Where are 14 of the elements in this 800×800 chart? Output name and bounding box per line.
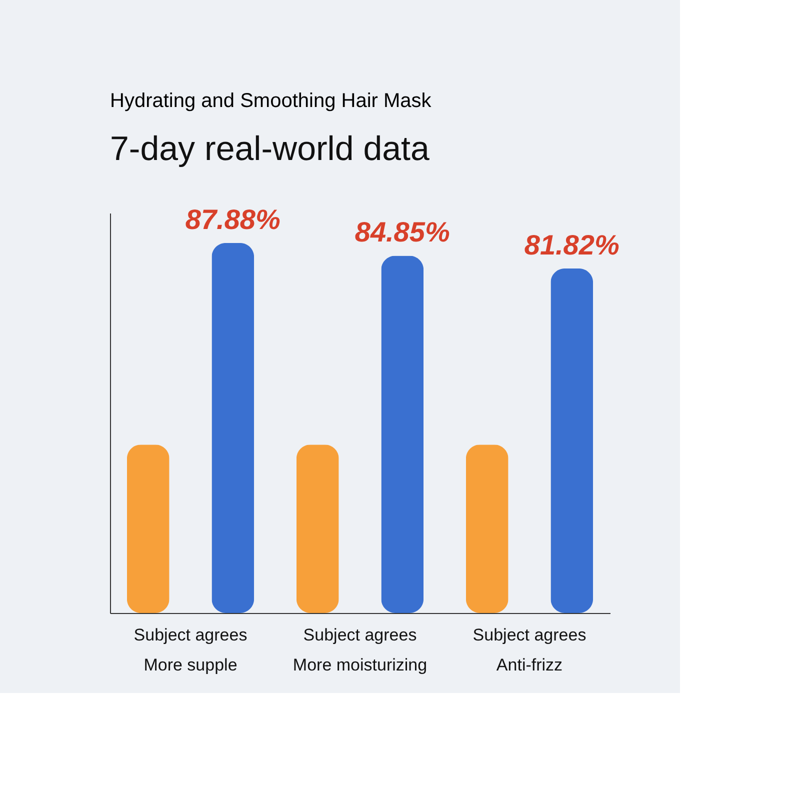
data-label: 81.82% <box>524 229 620 260</box>
bar <box>550 268 594 613</box>
chart-subtitle: 7-day real-world data <box>110 130 430 168</box>
bar <box>126 444 170 613</box>
data-label: 87.88% <box>185 204 280 235</box>
bar <box>296 444 339 613</box>
bar <box>212 242 254 613</box>
x-tick-label: Subject agrees More supple <box>134 626 248 674</box>
x-tick-label: Subject agrees More moisturizing <box>292 626 428 674</box>
data-label: 84.85% <box>354 216 450 248</box>
x-tick-label: Subject agrees Anti-frizz <box>472 626 586 674</box>
chart-title: Hydrating and Smoothing Hair Mask <box>110 90 432 112</box>
bar <box>381 256 424 613</box>
bar <box>466 444 508 613</box>
